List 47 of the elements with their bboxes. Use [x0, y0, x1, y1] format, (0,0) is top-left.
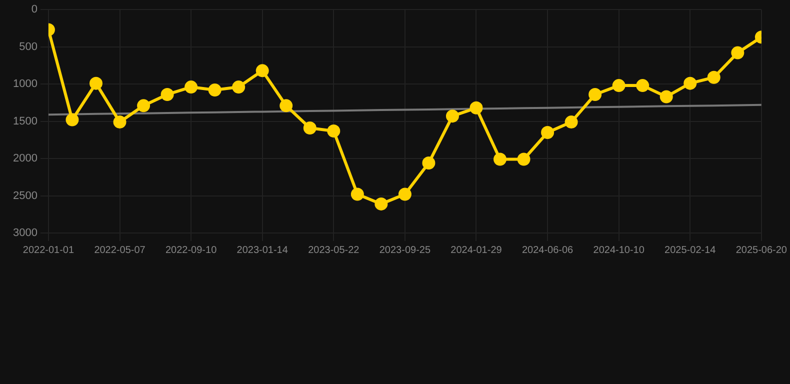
x-tick-label: 2024-10-10 [593, 244, 645, 256]
point [612, 79, 626, 92]
y-tick-label: 1500 [12, 115, 38, 128]
x-tick-label: 2023-05-22 [308, 244, 360, 256]
point [303, 122, 316, 134]
point [494, 152, 507, 166]
point [374, 197, 388, 210]
x-tick-label: 2023-09-25 [379, 244, 431, 256]
y-tick-label: 0 [31, 4, 38, 16]
x-tick-label: 2025-06-20 [736, 244, 788, 256]
y-tick-label: 3000 [12, 227, 38, 240]
y-tick-label: 500 [19, 40, 38, 53]
y-tick-label: 2000 [12, 152, 38, 165]
point [90, 76, 102, 90]
point [66, 113, 79, 126]
y-tick-label: 1000 [12, 78, 38, 90]
point [208, 84, 222, 97]
point [350, 188, 364, 201]
point [517, 152, 530, 166]
point [422, 156, 436, 170]
point [541, 126, 554, 139]
point [564, 116, 578, 129]
point [470, 101, 483, 114]
point [184, 80, 198, 94]
y-tick-label: 2500 [12, 190, 38, 202]
point [256, 64, 269, 78]
point [707, 70, 720, 84]
point [160, 88, 174, 101]
point [327, 124, 340, 138]
x-tick-label: 2023-01-14 [236, 244, 288, 256]
point [232, 80, 246, 94]
point [684, 76, 697, 90]
point [731, 46, 744, 60]
x-tick-label: 2025-02-14 [664, 244, 716, 256]
point [113, 116, 126, 129]
x-tick-label: 2024-06-06 [522, 244, 574, 256]
point [636, 79, 650, 92]
x-tick-label: 2024-01-29 [450, 244, 502, 256]
point [660, 90, 673, 104]
point [280, 99, 293, 112]
point [398, 188, 412, 201]
point [446, 110, 459, 123]
point [137, 99, 150, 112]
x-tick-label: 2022-05-07 [94, 244, 146, 256]
point [588, 88, 602, 101]
x-tick-label: 2022-09-10 [165, 244, 218, 256]
x-tick-label: 2022-01-01 [22, 244, 74, 256]
